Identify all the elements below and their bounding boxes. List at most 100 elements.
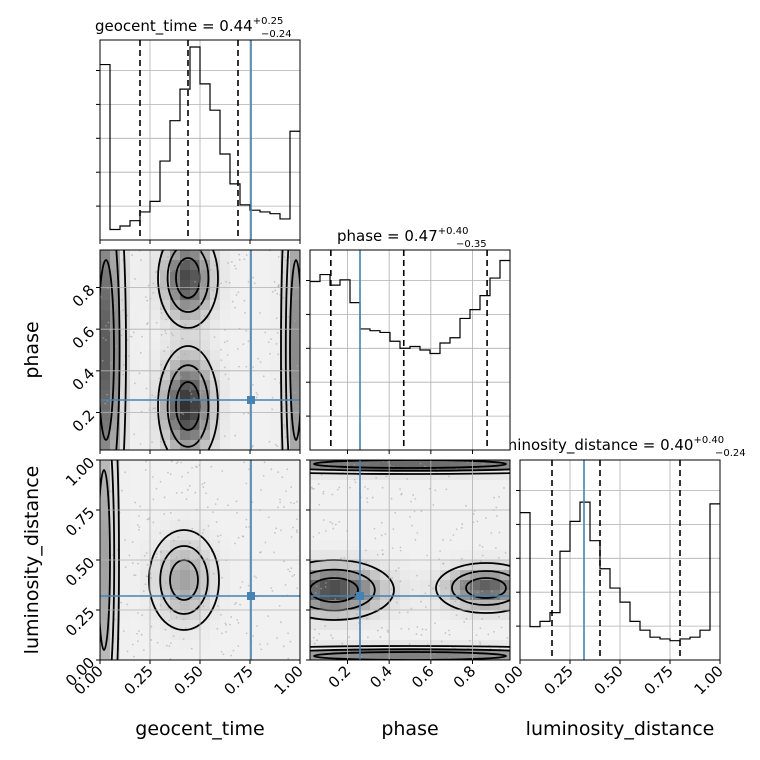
density-cell (180, 370, 191, 381)
density-cell (180, 270, 191, 281)
sample-point (264, 331, 267, 334)
sample-point (476, 520, 479, 523)
sample-point (152, 407, 155, 410)
density-cell (180, 260, 191, 271)
density-cell (170, 360, 181, 371)
density-cell (150, 460, 161, 471)
density-cell (330, 570, 341, 581)
density-cell (440, 520, 451, 531)
density-cell (290, 550, 300, 561)
density-cell (230, 340, 241, 351)
density-cell (390, 540, 401, 551)
density-cell (270, 540, 281, 551)
sample-point (270, 468, 273, 471)
sample-point (408, 643, 411, 645)
density-cell (260, 280, 271, 291)
contour-line (313, 460, 507, 469)
sample-point (454, 590, 457, 593)
sample-point (165, 288, 168, 290)
density-cell (120, 600, 131, 611)
sample-point (252, 276, 254, 279)
density-cell (270, 370, 281, 381)
sample-point (439, 550, 442, 552)
density-cell (170, 460, 181, 471)
density-cell (290, 420, 300, 431)
density-cell (310, 640, 321, 651)
sample-point (152, 498, 155, 501)
density-cell (120, 510, 131, 521)
density-cell (400, 530, 411, 541)
density-cell (100, 580, 111, 591)
density-cell (330, 490, 341, 501)
sample-point (366, 497, 369, 500)
density-cell (280, 570, 291, 581)
density-cell (140, 320, 151, 331)
sample-point (141, 335, 143, 338)
sample-point (126, 650, 129, 653)
sample-point (466, 461, 469, 464)
density-cell (290, 310, 300, 321)
density-cell (480, 480, 491, 491)
sample-point (175, 616, 178, 619)
density-cell (210, 310, 221, 321)
density-cell (490, 560, 501, 571)
sample-point (285, 259, 288, 262)
density-cell (460, 550, 471, 561)
density-cell (110, 360, 121, 371)
density-cell (110, 280, 121, 291)
density-cell (210, 540, 221, 551)
density-cell (190, 610, 201, 621)
sample-point (234, 542, 236, 545)
density-cell (140, 490, 151, 501)
density-cell (430, 570, 441, 581)
density-cell (260, 250, 271, 261)
density-cell (140, 290, 151, 301)
density-cell (350, 640, 361, 651)
density-cell (490, 570, 501, 581)
density-cell (130, 590, 141, 601)
density-cell (460, 480, 471, 491)
density-cell (250, 530, 261, 541)
density-cell (250, 410, 261, 421)
sample-point (399, 580, 402, 583)
density-cell (500, 610, 510, 621)
density-cell (220, 640, 231, 651)
sample-point (320, 587, 323, 590)
sample-point (277, 256, 280, 258)
density-cell (420, 570, 431, 581)
sample-point (271, 408, 274, 411)
contour-line (310, 472, 510, 475)
density-cell (400, 550, 411, 561)
density-cell (160, 260, 171, 271)
density-cell (370, 560, 381, 571)
density-cell (370, 630, 381, 641)
sample-point (259, 312, 261, 314)
density-cell (260, 350, 271, 361)
density-cell (420, 530, 431, 541)
sample-point (455, 614, 458, 616)
density-cell (220, 460, 231, 471)
sample-point (213, 336, 216, 339)
sample-point (260, 488, 262, 491)
density-cell (130, 600, 141, 611)
sample-point (104, 499, 107, 502)
sample-point (177, 519, 180, 522)
density-cell (220, 280, 231, 291)
sample-point (314, 592, 317, 594)
sample-point (160, 311, 163, 314)
sample-point (235, 500, 238, 503)
sample-point (187, 557, 190, 560)
sample-point (184, 627, 187, 630)
sample-point (164, 329, 167, 332)
sample-point (260, 648, 263, 651)
density-cell (440, 490, 451, 501)
sample-point (269, 352, 271, 355)
density-cell (230, 480, 241, 491)
density-cell (230, 510, 241, 521)
sample-point (365, 617, 368, 620)
sample-point (384, 533, 387, 536)
density-cell (190, 370, 201, 381)
density-cell (280, 290, 291, 301)
density-cell (410, 490, 421, 501)
density-cell (190, 350, 201, 361)
